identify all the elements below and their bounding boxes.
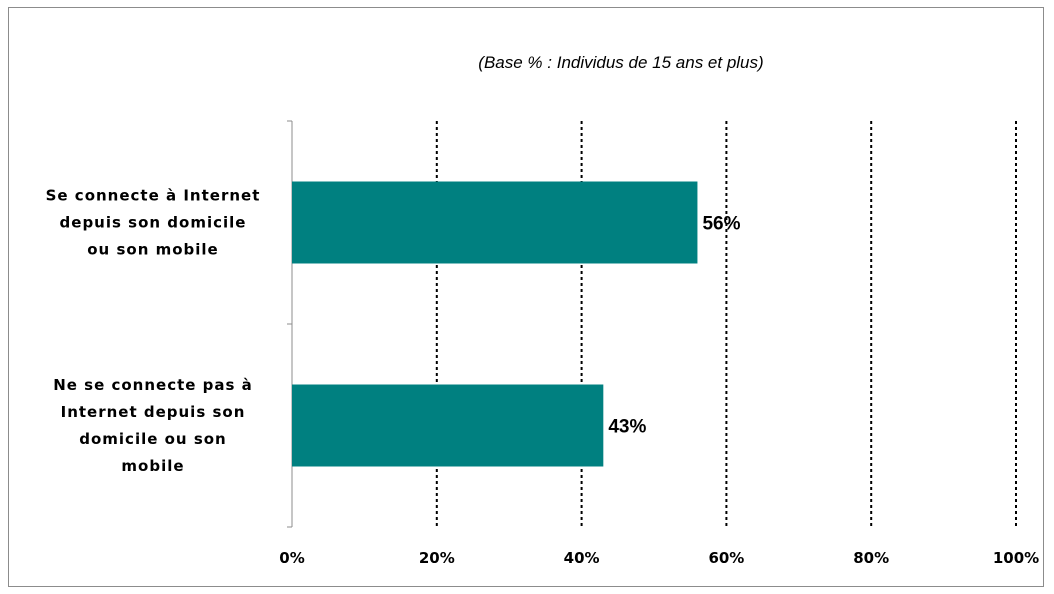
bar-chart: (Base % : Individus de 15 ans et plus) 5…: [46, 53, 1040, 567]
x-tick-label-60: 60%: [708, 549, 744, 567]
bars: 56% 43%: [292, 181, 741, 467]
x-tick-label-100: 100%: [993, 549, 1039, 567]
tick-labels: 0% 20% 40% 60% 80% 100%: [279, 549, 1039, 567]
chart-frame: (Base % : Individus de 15 ans et plus) 5…: [8, 7, 1044, 587]
category-label-1: Se connecte à Internet depuis son domicil…: [46, 187, 261, 259]
axes: [287, 120, 293, 528]
bar-2: [292, 384, 604, 467]
bar-1: [292, 181, 698, 264]
chart-subtitle: (Base % : Individus de 15 ans et plus): [478, 53, 763, 72]
x-tick-label-80: 80%: [853, 549, 889, 567]
category-label-2: Ne se connecte pas à Internet depuis son d…: [53, 376, 253, 475]
x-tick-label-40: 40%: [564, 549, 600, 567]
category-labels: Se connecte à Internet depuis son domicil…: [46, 187, 261, 476]
data-label-1: 56%: [702, 214, 740, 235]
data-label-2: 43%: [608, 417, 646, 438]
x-tick-label-20: 20%: [419, 549, 455, 567]
x-tick-label-0: 0%: [279, 549, 304, 567]
